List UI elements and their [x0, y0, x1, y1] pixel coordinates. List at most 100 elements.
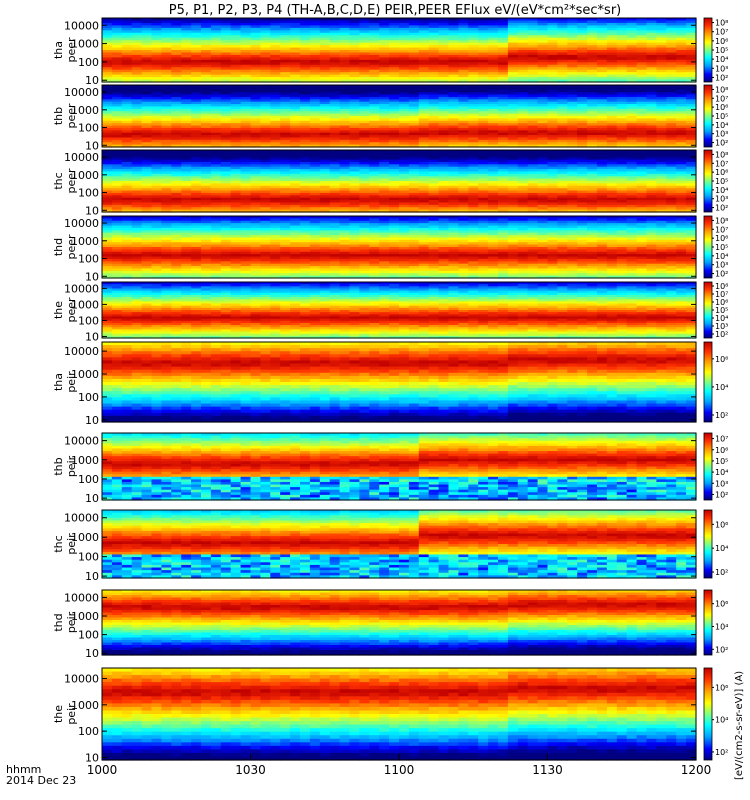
heatmap-cell	[309, 120, 321, 124]
heatmap-cell	[577, 64, 588, 68]
heatmap-cell	[161, 218, 172, 222]
heatmap-cell	[151, 62, 162, 66]
heatmap-cell	[488, 77, 499, 81]
heatmap-cell	[131, 270, 143, 274]
heatmap-cell	[537, 113, 549, 117]
heatmap-cell	[468, 123, 479, 127]
heatmap-cell	[636, 116, 648, 119]
heatmap-cell	[270, 87, 281, 91]
heatmap-cell	[557, 30, 568, 34]
heatmap-cell	[418, 137, 430, 141]
heatmap-cell	[488, 135, 499, 139]
heatmap-cell	[102, 185, 113, 189]
heatmap-cell	[300, 79, 311, 83]
heatmap-cell	[567, 18, 578, 22]
heatmap-cell	[557, 25, 568, 29]
heatmap-cell	[656, 188, 667, 192]
heatmap-cell	[240, 173, 252, 177]
heatmap-cell	[488, 171, 499, 175]
heatmap-cell	[606, 178, 618, 182]
heatmap-cell	[488, 67, 499, 71]
heatmap-cell	[151, 99, 162, 103]
heatmap-cell	[230, 22, 242, 26]
heatmap-cell	[201, 64, 212, 68]
heatmap-cell	[161, 130, 172, 134]
heatmap-cell	[478, 157, 489, 161]
heatmap-cell	[191, 106, 202, 110]
heatmap-cell	[329, 171, 341, 175]
heatmap-cell	[418, 169, 430, 173]
heatmap-cell	[606, 204, 618, 208]
heatmap-cell	[240, 64, 252, 68]
heatmap-cell	[121, 263, 133, 267]
heatmap-cell	[319, 135, 331, 139]
heatmap-cell	[151, 35, 162, 39]
heatmap-cell	[666, 161, 677, 165]
heatmap-cell	[507, 188, 519, 192]
heatmap-cell	[676, 20, 687, 24]
heatmap-cell	[517, 157, 529, 161]
heatmap-cell	[577, 144, 588, 148]
heatmap-cell	[458, 30, 469, 34]
heatmap-cell	[181, 192, 192, 196]
heatmap-cell	[270, 159, 281, 163]
heatmap-cell	[597, 139, 608, 143]
heatmap-cell	[616, 111, 628, 115]
heatmap-cell	[111, 96, 123, 100]
heatmap-cell	[250, 87, 261, 91]
heatmap-cell	[181, 150, 192, 153]
heatmap-cell	[616, 200, 628, 204]
heatmap-cell	[339, 74, 351, 78]
heatmap-cell	[319, 40, 331, 44]
heatmap-cell	[210, 54, 222, 58]
heatmap-cell	[131, 57, 143, 61]
heatmap-cell	[250, 37, 261, 41]
heatmap-cell	[686, 92, 697, 96]
heatmap-cell	[319, 202, 331, 206]
heatmap-cell	[547, 87, 558, 91]
heatmap-cell	[517, 152, 529, 156]
heatmap-cell	[597, 181, 608, 184]
heatmap-cell	[567, 25, 578, 29]
heatmap-cell	[329, 57, 341, 61]
heatmap-cell	[646, 118, 657, 122]
heatmap-cell	[468, 54, 479, 58]
heatmap-cell	[547, 144, 558, 148]
heatmap-cell	[309, 125, 321, 129]
heatmap-cell	[478, 195, 489, 199]
heatmap-cell	[666, 30, 677, 34]
heatmap-cell	[686, 42, 697, 46]
heatmap-cell	[131, 94, 143, 98]
heatmap-cell	[201, 47, 212, 51]
heatmap-cell	[478, 20, 489, 24]
heatmap-cell	[557, 35, 568, 39]
heatmap-cell	[428, 188, 440, 192]
heatmap-cell	[201, 27, 212, 31]
heatmap-cell	[507, 202, 519, 206]
heatmap-cell	[111, 111, 123, 115]
heatmap-cell	[369, 166, 380, 170]
heatmap-cell	[359, 94, 370, 98]
heatmap-cell	[418, 209, 430, 213]
heatmap-cell	[379, 202, 390, 206]
heatmap-cell	[389, 207, 400, 211]
heatmap-cell	[557, 150, 568, 153]
heatmap-cell	[359, 104, 370, 108]
heatmap-cell	[131, 72, 143, 76]
heatmap-cell	[379, 79, 390, 83]
heatmap-cell	[171, 183, 182, 187]
heatmap-cell	[151, 152, 162, 156]
heatmap-cell	[488, 178, 499, 182]
heatmap-cell	[181, 25, 192, 29]
heatmap-cell	[478, 108, 489, 112]
heatmap-cell	[290, 85, 301, 88]
heatmap-cell	[161, 244, 172, 248]
heatmap-cell	[339, 159, 351, 163]
heatmap-cell	[606, 25, 618, 29]
heatmap-cell	[478, 171, 489, 175]
heatmap-cell	[210, 204, 222, 208]
heatmap-cell	[210, 207, 222, 211]
heatmap-cell	[230, 142, 242, 146]
heatmap-cell	[240, 152, 252, 156]
heatmap-cell	[666, 64, 677, 68]
